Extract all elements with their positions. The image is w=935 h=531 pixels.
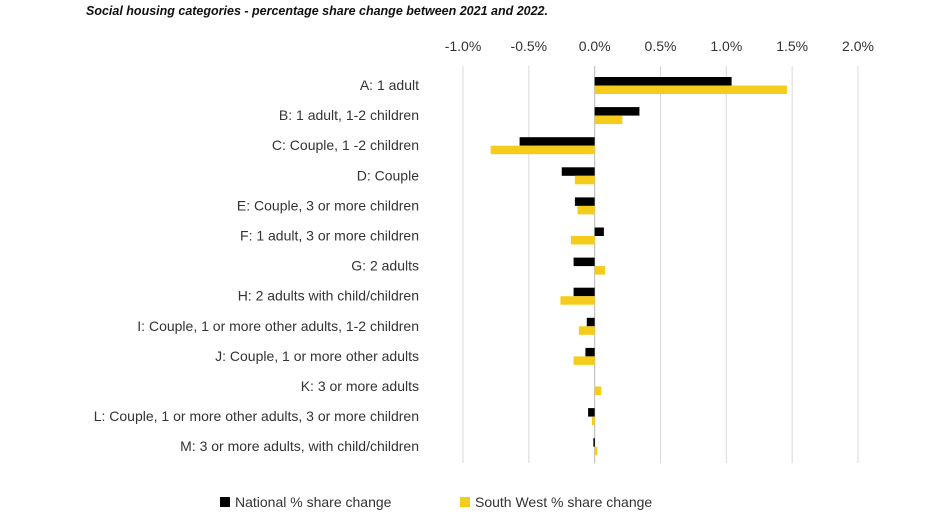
category-label: A: 1 adult (360, 77, 419, 93)
south-west-bar (490, 145, 595, 155)
legend-swatch-national (220, 497, 230, 507)
category-label: I: Couple, 1 or more other adults, 1-2 c… (137, 318, 419, 334)
national-bar (585, 347, 595, 357)
category-label: M: 3 or more adults, with child/children (180, 438, 419, 454)
legend-label: South West % share change (475, 494, 652, 510)
national-bar (519, 137, 595, 146)
south-west-bar (592, 416, 595, 426)
national-bar (561, 167, 595, 176)
south-west-bar (594, 446, 598, 456)
national-bar (593, 438, 595, 447)
south-west-bar (570, 236, 595, 245)
south-west-bar (594, 115, 623, 125)
x-tick-label: 1.0% (710, 38, 742, 54)
chart-title: Social housing categories - percentage s… (86, 4, 548, 18)
category-label: J: Couple, 1 or more other adults (215, 348, 419, 364)
x-tick-label: 0.0% (579, 38, 611, 54)
x-tick-label: 1.5% (776, 38, 808, 54)
south-west-bar (594, 386, 602, 395)
legend-swatch-south-west (460, 497, 470, 507)
national-bar (594, 227, 604, 236)
category-label: H: 2 adults with child/children (238, 288, 419, 304)
south-west-bar (560, 296, 595, 305)
legend-label: National % share change (235, 494, 392, 510)
south-west-bar (573, 356, 595, 365)
south-west-bar (574, 175, 595, 185)
national-bar (574, 197, 595, 206)
national-bar (586, 317, 595, 327)
x-tick-label: -0.5% (511, 38, 548, 54)
category-label: G: 2 adults (351, 258, 419, 274)
south-west-bar (594, 266, 606, 275)
south-west-bar (577, 205, 595, 215)
category-label: F: 1 adult, 3 or more children (240, 228, 419, 244)
national-bar (573, 287, 595, 297)
x-tick-label: 0.5% (645, 38, 677, 54)
category-label: L: Couple, 1 or more other adults, 3 or … (94, 408, 419, 424)
category-label: B: 1 adult, 1-2 children (279, 107, 419, 123)
category-label: K: 3 or more adults (301, 378, 419, 394)
category-label: C: Couple, 1 -2 children (272, 137, 419, 153)
category-label: D: Couple (357, 167, 419, 183)
south-west-bar (578, 326, 595, 335)
x-tick-label: -1.0% (445, 38, 482, 54)
national-bar (594, 107, 640, 116)
south-west-bar (594, 85, 787, 94)
national-bar (588, 408, 595, 417)
category-label: E: Couple, 3 or more children (237, 197, 419, 213)
x-tick-label: 2.0% (842, 38, 874, 54)
national-bar (573, 257, 595, 267)
national-bar (594, 77, 732, 86)
